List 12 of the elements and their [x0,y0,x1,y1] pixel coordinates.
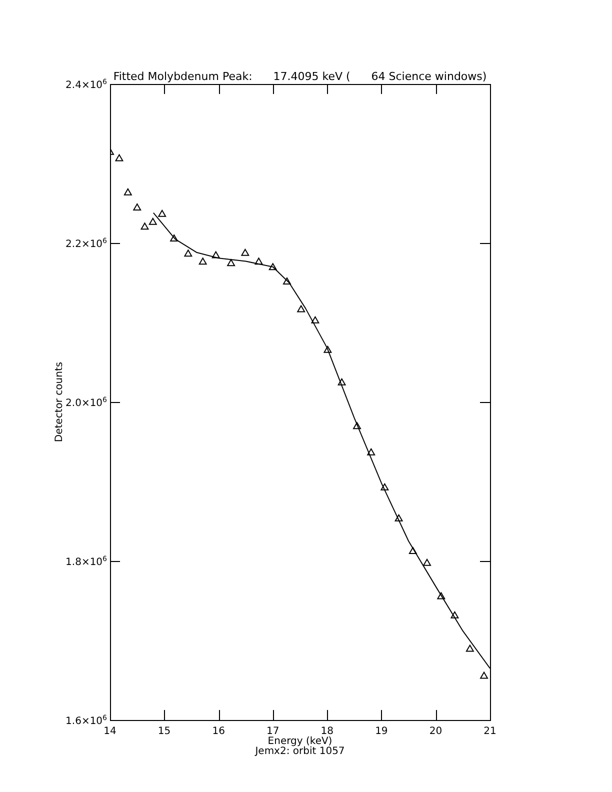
y-axis-title: Detector counts [54,362,65,442]
x-tick-label: 19 [375,726,388,737]
chart-title: Fitted Molybdenum Peak: 17.4095 keV ( 64 Science windows) [113,70,487,83]
x-tick-label: 16 [212,726,225,737]
x-tick-label: 18 [320,726,334,737]
x-tick-label: 14 [104,726,116,737]
x-tick-label: 15 [158,726,171,737]
text: Jemx2: orbit 1057 [254,746,345,757]
x-tick-label: 21 [484,726,496,737]
x-axis-title: Energy (keV) [268,736,332,747]
x-tick-label: 20 [429,726,442,737]
x-tick-label: 17 [266,726,280,737]
